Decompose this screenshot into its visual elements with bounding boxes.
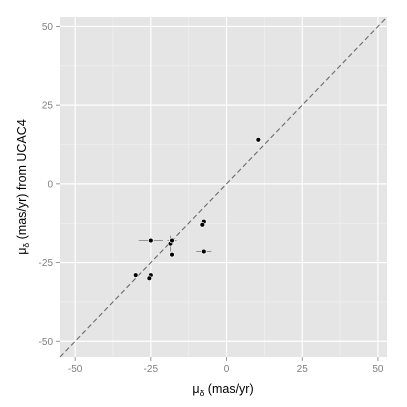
data-point: [199, 222, 206, 228]
data-point: [169, 237, 175, 244]
y-tick-label: -25: [39, 258, 54, 269]
y-tick-label: 50: [42, 22, 54, 33]
x-tick-label: 25: [297, 364, 309, 375]
data-point: [201, 248, 207, 255]
reference-line-group: [59, 16, 388, 358]
grid: [60, 17, 387, 357]
x-axis-ticks: -50 -25 0 25 50: [68, 357, 384, 375]
y-axis-title: μδ (mas/yr) from UCAC4: [15, 119, 31, 255]
reference-line: [59, 16, 388, 358]
data-points: [132, 137, 262, 282]
x-axis-title: μδ (mas/yr): [192, 382, 253, 398]
y-tick-label: -50: [39, 337, 54, 348]
data-point: [146, 275, 153, 282]
y-tick-label: 25: [42, 101, 54, 112]
y-axis-ticks: -50 -25 0 25 50: [39, 22, 60, 348]
data-point: [169, 251, 175, 258]
y-tick-label: 0: [47, 179, 53, 190]
data-point: [255, 137, 262, 143]
data-point: [132, 272, 139, 278]
data-point: [148, 237, 154, 244]
x-tick-label: -25: [144, 364, 159, 375]
x-tick-label: 50: [372, 364, 384, 375]
x-tick-label: -50: [68, 364, 83, 375]
x-tick-label: 0: [224, 364, 230, 375]
